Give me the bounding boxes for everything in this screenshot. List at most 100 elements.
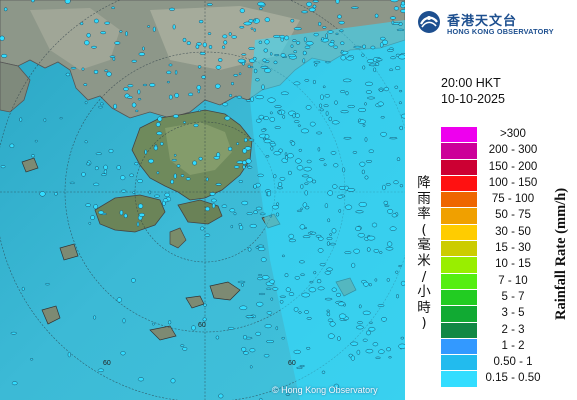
rain-cell <box>306 1 313 7</box>
rain-cell <box>302 58 306 64</box>
rain-cell <box>237 58 246 63</box>
rain-cell <box>389 137 398 140</box>
rain-cell <box>29 358 34 361</box>
rain-cell <box>171 159 178 162</box>
rain-cell <box>337 14 342 19</box>
rain-cell <box>304 45 311 49</box>
legend-swatch <box>441 192 477 208</box>
rain-cell <box>230 81 235 86</box>
rain-cell <box>400 1 405 6</box>
rain-cell <box>387 209 394 214</box>
rain-cell <box>389 226 397 231</box>
rain-cell <box>333 163 339 168</box>
rain-cell <box>330 151 337 155</box>
rain-cell <box>395 66 401 71</box>
rain-cell <box>301 292 310 298</box>
rain-cell <box>355 226 362 231</box>
rain-cell <box>280 91 289 96</box>
rain-cell <box>256 118 262 123</box>
rain-cell <box>278 110 282 116</box>
rain-cell <box>242 164 246 170</box>
rain-cell <box>221 45 226 49</box>
rain-cell <box>218 393 224 399</box>
rain-cell <box>256 301 264 307</box>
rain-cell <box>104 69 109 72</box>
rain-cell <box>204 233 211 237</box>
rain-cell <box>374 13 379 18</box>
rain-cell <box>281 336 285 340</box>
rain-cell <box>239 8 245 14</box>
rain-cell <box>174 70 178 75</box>
rain-cell <box>86 162 91 166</box>
rain-cell <box>372 342 379 347</box>
rain-cell <box>262 58 267 63</box>
rain-cell <box>358 107 367 113</box>
rain-cell <box>285 287 291 293</box>
rain-cell <box>215 65 222 70</box>
legend-row: 15 - 30 <box>441 241 575 257</box>
legend-label: 50 - 75 <box>495 209 531 222</box>
rain-cell <box>136 221 140 227</box>
rain-cell <box>399 125 404 131</box>
rain-cell <box>329 233 333 236</box>
rain-cell <box>243 351 249 355</box>
rain-cell <box>270 142 277 147</box>
legend-row: 5 - 7 <box>441 289 575 306</box>
rain-cell <box>338 209 342 213</box>
rain-cell <box>137 89 141 95</box>
rain-cell <box>137 377 144 382</box>
rain-cell <box>247 166 253 169</box>
rain-cell <box>396 294 399 299</box>
rain-cell <box>0 165 6 169</box>
org-name-english: HONG KONG OBSERVATORY <box>447 27 554 36</box>
rain-cell <box>173 114 179 119</box>
rain-cell <box>294 113 301 118</box>
rain-cell <box>195 44 200 49</box>
rain-cell <box>99 102 104 106</box>
legend-label: 0.15 - 0.50 <box>485 372 541 385</box>
rain-cell <box>294 276 300 280</box>
rain-cell <box>111 6 116 10</box>
rain-cell <box>306 317 312 320</box>
rain-cell <box>104 21 111 25</box>
rain-cell <box>39 191 46 197</box>
rain-cell <box>345 204 353 210</box>
rain-cell <box>379 42 384 48</box>
rain-cell <box>138 52 146 56</box>
rain-cell <box>391 213 398 218</box>
rain-cell <box>383 200 389 205</box>
rain-cell <box>326 241 330 246</box>
rain-cell <box>358 304 362 309</box>
rain-cell <box>164 192 170 198</box>
rain-cell <box>314 63 318 67</box>
rain-cell <box>300 273 306 276</box>
rain-cell <box>362 310 371 316</box>
rain-cell <box>309 280 314 284</box>
rain-cell <box>211 198 217 203</box>
rain-cell <box>326 236 333 241</box>
legend-row: >300 <box>441 127 575 143</box>
rain-cell <box>381 39 389 45</box>
legend-label: 200 - 300 <box>488 144 538 157</box>
rain-cell <box>269 116 276 122</box>
rain-cell <box>239 25 245 29</box>
rain-cell <box>253 183 257 189</box>
legend-swatch <box>441 355 477 371</box>
rain-cell <box>331 287 337 292</box>
island-south-3 <box>41 305 61 325</box>
rain-cell <box>144 149 148 155</box>
western-coast-land <box>0 61 31 113</box>
rain-cell <box>386 49 394 52</box>
rain-cell <box>119 30 123 33</box>
rain-cell <box>149 83 156 87</box>
rain-cell <box>270 146 274 151</box>
lantau-island <box>94 194 166 233</box>
rain-cell <box>152 26 156 32</box>
rain-cell <box>313 60 321 64</box>
legend-swatch <box>441 257 477 273</box>
rain-cell <box>303 166 312 172</box>
copyright-text: © Hong Kong Observatory <box>272 385 378 395</box>
rain-cell <box>269 111 273 115</box>
rain-cell <box>188 92 194 97</box>
